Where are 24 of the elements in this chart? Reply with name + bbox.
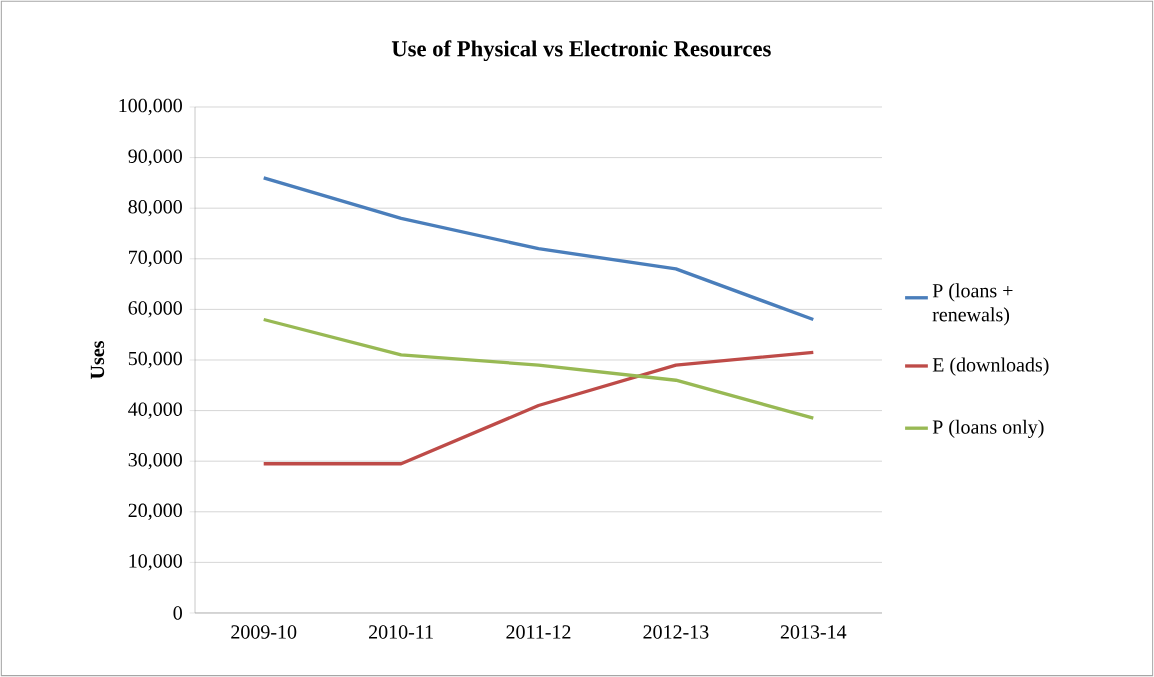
y-axis-title: Uses <box>90 341 105 379</box>
legend-label: P (loans + renewals) <box>932 283 1013 326</box>
y-tick-label: 70,000 <box>129 250 182 267</box>
x-tick-label: 2012-13 <box>643 625 709 639</box>
y-tick-label: 20,000 <box>128 503 182 520</box>
x-tick-label: 2010-11 <box>369 625 433 639</box>
y-tick-label: 10,000 <box>129 554 182 571</box>
line-series <box>262 317 815 420</box>
y-tick-label: 50,000 <box>128 351 182 369</box>
x-tick-label: 2013-14 <box>780 625 847 639</box>
y-tick-label: 100,000 <box>119 98 182 116</box>
chart-title: Use of Physical vs Electronic Resources <box>391 40 771 62</box>
y-tick-label: 40,000 <box>128 402 182 419</box>
y-tick-label: 80,000 <box>128 200 182 217</box>
line-series <box>262 350 815 466</box>
x-tick-label: 2009-10 <box>231 625 297 639</box>
legend-label: E (downloads) <box>932 357 1049 376</box>
y-tick-label: 30,000 <box>128 453 182 470</box>
line-series <box>262 176 815 322</box>
legend-label: P (loans only) <box>932 419 1044 438</box>
y-tick-label: 0 <box>173 606 182 620</box>
y-tick-label: 90,000 <box>128 149 182 166</box>
y-tick-label: 60,000 <box>128 301 182 318</box>
x-tick-label: 2011-12 <box>506 625 571 639</box>
